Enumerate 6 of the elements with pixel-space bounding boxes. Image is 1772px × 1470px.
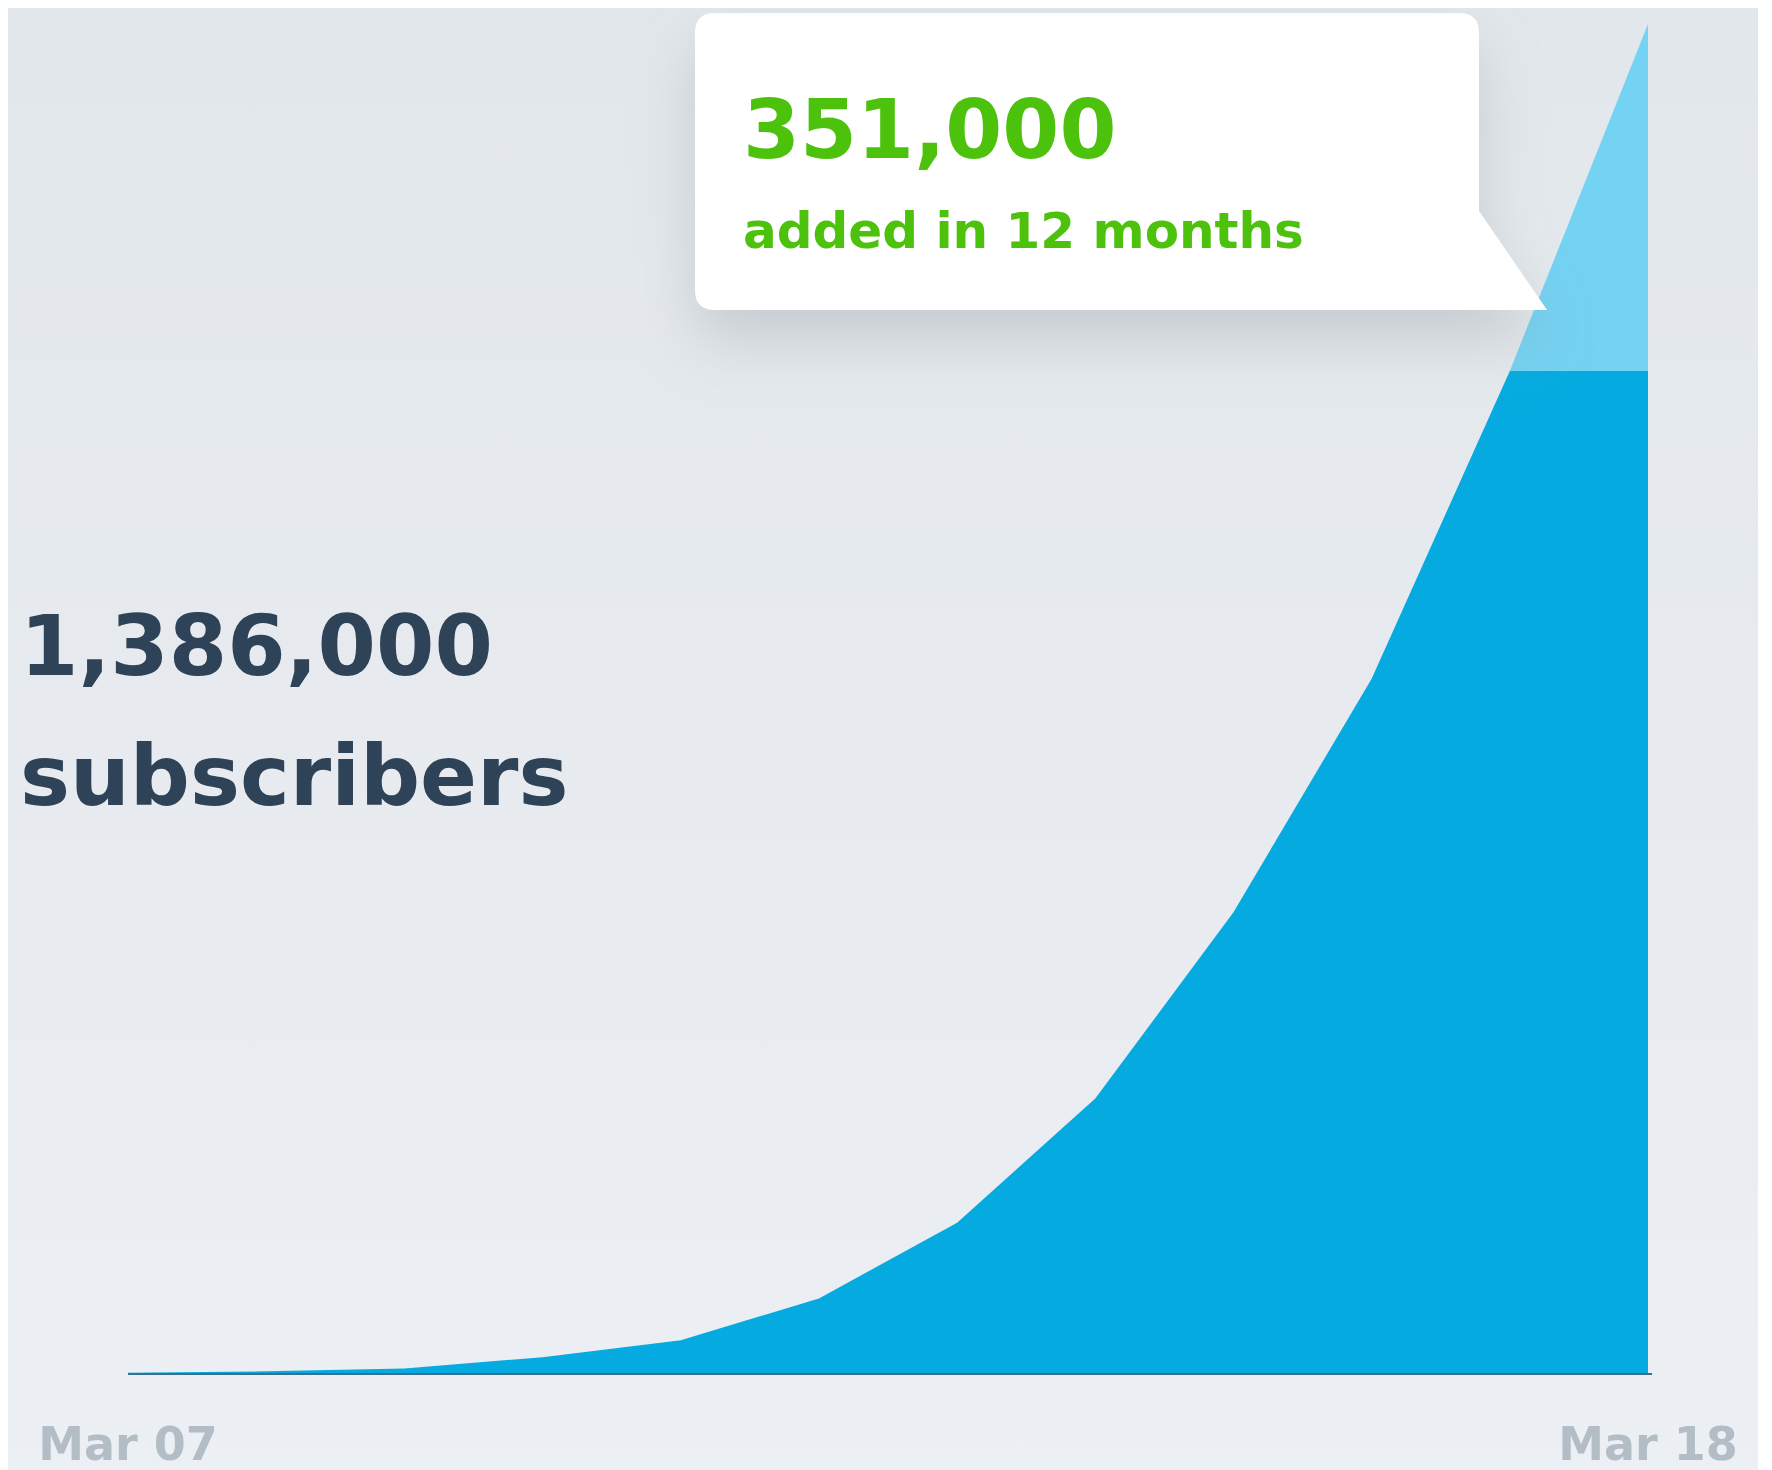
annotation: 1,386,000 [20, 597, 493, 695]
x-tick-label: Mar 07 [38, 1417, 218, 1470]
x-tick-label: Mar 18 [1558, 1417, 1738, 1470]
annotation: 351,000 [743, 82, 1117, 177]
annotation: subscribers [20, 727, 569, 825]
annotation: added in 12 months [743, 202, 1304, 260]
